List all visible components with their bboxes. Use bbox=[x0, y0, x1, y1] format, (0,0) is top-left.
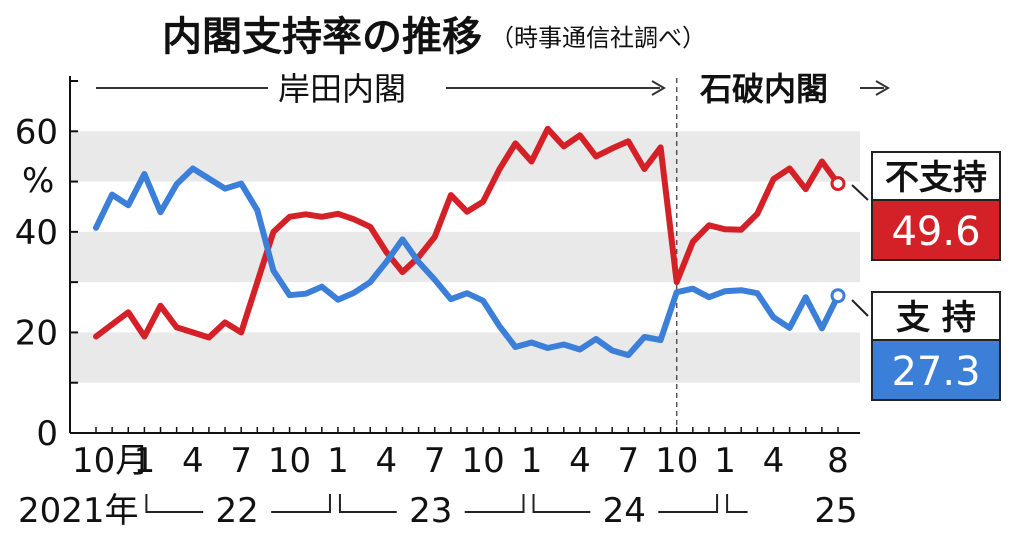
x-tick-label: 4 bbox=[182, 441, 204, 481]
grid-band-1 bbox=[70, 231, 860, 283]
legend-approval-value: 27.3 bbox=[891, 349, 980, 395]
year-label: 24 bbox=[603, 491, 646, 531]
year-bracket bbox=[726, 494, 748, 513]
axes bbox=[69, 76, 860, 434]
year-label: 25 bbox=[814, 491, 857, 531]
year-bracket bbox=[658, 494, 719, 513]
series-endpoint-1 bbox=[830, 288, 846, 304]
era-arrowhead-icon bbox=[651, 80, 666, 96]
era-arrowhead-ishiba-icon bbox=[875, 80, 890, 96]
year-bracket bbox=[532, 494, 591, 513]
x-tick-label: 1 bbox=[714, 441, 736, 481]
grid-band-0 bbox=[70, 332, 860, 383]
y-tick-label: 60 bbox=[15, 112, 58, 152]
series-endpoint-0 bbox=[830, 176, 846, 192]
series-line-1 bbox=[93, 165, 841, 359]
year-bracket bbox=[271, 494, 331, 513]
era-label-kishida: 岸田内閣 bbox=[278, 70, 406, 108]
legend-pointer-disapproval bbox=[851, 184, 869, 201]
year-label: 2021年 bbox=[18, 491, 139, 531]
y-tick-label: 40 bbox=[15, 213, 58, 253]
x-tick-label: 10月 bbox=[72, 441, 149, 481]
era-headers: 岸田内閣 石破内閣 bbox=[96, 70, 890, 108]
legend-approval-name: 支 持 bbox=[896, 298, 976, 338]
x-tick-label: 7 bbox=[424, 441, 446, 481]
y-unit-label: % bbox=[22, 161, 54, 201]
legend-box-disapproval-value bbox=[871, 199, 1001, 261]
grid-bands bbox=[70, 131, 860, 383]
y-tick-labels: 0 20 40 60 bbox=[15, 112, 58, 454]
x-tick-label: 10 bbox=[655, 441, 698, 481]
series-lines bbox=[93, 125, 846, 359]
x-tick-label: 7 bbox=[617, 441, 639, 481]
year-label: 22 bbox=[216, 491, 259, 531]
legend-disapproval-value: 49.6 bbox=[891, 209, 980, 255]
year-bracket bbox=[464, 494, 525, 513]
y-tick-label: 20 bbox=[15, 313, 58, 353]
x-tick-label: 1 bbox=[521, 441, 543, 481]
x-tick-label: 10 bbox=[461, 441, 504, 481]
x-tick-label: 1 bbox=[327, 441, 349, 481]
chart-subtitle: （時事通信社調べ） bbox=[490, 24, 706, 52]
x-tick-label: 7 bbox=[230, 441, 252, 481]
year-label: 23 bbox=[409, 491, 452, 531]
legend-pointer-approval bbox=[851, 299, 869, 317]
series-line-0 bbox=[93, 125, 841, 341]
x-tick-label: 4 bbox=[763, 441, 785, 481]
x-tick-label: 1 bbox=[134, 441, 156, 481]
x-tick-label: 8 bbox=[827, 441, 849, 481]
legend-disapproval-name: 不支持 bbox=[885, 158, 987, 198]
y-tick-label: 0 bbox=[36, 414, 58, 454]
legend-box-approval-value bbox=[871, 339, 1001, 401]
era-label-ishiba: 石破内閣 bbox=[699, 70, 828, 108]
year-bracket bbox=[145, 494, 204, 513]
year-bracket bbox=[338, 494, 397, 513]
x-tick-label: 4 bbox=[569, 441, 591, 481]
legend: 不支持 49.6 支 持 27.3 bbox=[851, 151, 1001, 401]
x-tick-label: 4 bbox=[376, 441, 398, 481]
legend-box-disapproval-name bbox=[871, 151, 1001, 201]
x-tick-label: 10 bbox=[268, 441, 311, 481]
year-labels: 2021年 22 23 24 25 bbox=[18, 491, 858, 531]
chart-title: 内閣支持率の推移 bbox=[162, 14, 482, 60]
